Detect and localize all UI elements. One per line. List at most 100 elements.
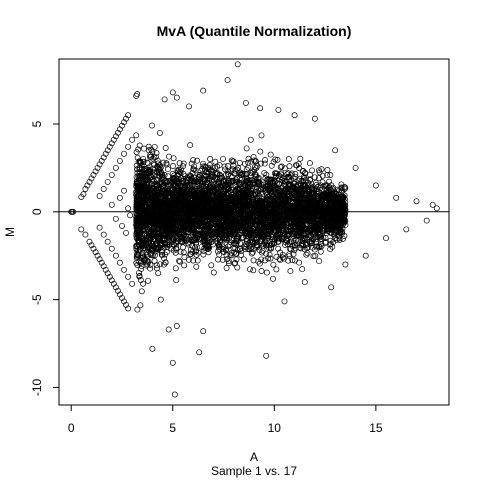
- data-point: [290, 251, 297, 258]
- data-point: [176, 257, 183, 264]
- data-point: [248, 158, 255, 165]
- data-point: [230, 231, 237, 238]
- data-point: [156, 129, 163, 136]
- data-point: [150, 160, 157, 167]
- data-point: [228, 186, 235, 193]
- data-point: [198, 182, 205, 189]
- data-point: [137, 226, 144, 233]
- data-point: [243, 233, 250, 240]
- data-point: [297, 196, 304, 202]
- data-point: [210, 180, 217, 187]
- data-point: [263, 250, 270, 257]
- data-point: [174, 202, 181, 209]
- data-point: [283, 224, 290, 231]
- data-point: [145, 225, 152, 232]
- data-point: [338, 181, 345, 188]
- data-point: [194, 157, 201, 164]
- data-point: [297, 155, 304, 162]
- data-point: [209, 173, 216, 180]
- data-point: [148, 146, 155, 153]
- data-point: [187, 142, 194, 149]
- data-point: [204, 198, 211, 205]
- data-point: [183, 237, 189, 244]
- data-point: [254, 242, 261, 249]
- data-point: [266, 251, 273, 258]
- data-point: [317, 248, 324, 255]
- data-point: [208, 238, 215, 245]
- data-point: [202, 166, 209, 173]
- data-point: [191, 234, 198, 241]
- data-point: [286, 252, 293, 259]
- data-point: [176, 258, 183, 265]
- data-point: [274, 215, 281, 222]
- data-point: [234, 175, 241, 182]
- data-point: [205, 199, 212, 206]
- data-point: [250, 246, 257, 252]
- data-point: [179, 225, 186, 231]
- data-point: [149, 241, 156, 248]
- data-point: [281, 255, 287, 262]
- data-point: [160, 183, 167, 190]
- data-point: [135, 146, 142, 153]
- data-point: [200, 183, 207, 190]
- data-point: [258, 268, 265, 274]
- data-point: [223, 265, 230, 271]
- data-point: [245, 233, 252, 240]
- data-point: [247, 232, 254, 239]
- data-point: [151, 219, 158, 226]
- data-point: [135, 192, 142, 199]
- data-point: [207, 156, 214, 162]
- data-point: [311, 246, 318, 253]
- data-point: [258, 189, 265, 196]
- data-point: [333, 236, 340, 243]
- data-point: [262, 157, 268, 164]
- data-point: [263, 221, 270, 228]
- data-point: [248, 187, 255, 194]
- data-point: [303, 205, 310, 212]
- data-point: [318, 204, 324, 211]
- data-point: [254, 202, 261, 209]
- data-point: [200, 247, 207, 254]
- data-point: [309, 204, 316, 211]
- data-point: [215, 256, 221, 263]
- data-point: [151, 143, 158, 150]
- data-point: [315, 175, 322, 182]
- data-point: [279, 251, 286, 258]
- data-point: [140, 155, 147, 162]
- data-point: [256, 260, 263, 267]
- data-point: [221, 235, 228, 242]
- data-point: [302, 177, 309, 183]
- data-point: [148, 235, 155, 242]
- data-point: [247, 136, 254, 143]
- data-point: [163, 160, 170, 167]
- data-point: [279, 254, 286, 261]
- data-point: [135, 247, 142, 254]
- data-point: [213, 170, 220, 177]
- data-point: [255, 179, 262, 186]
- data-point: [265, 183, 272, 189]
- data-point: [155, 191, 162, 198]
- data-point: [242, 171, 249, 177]
- data-point: [249, 249, 256, 256]
- data-point: [242, 160, 248, 167]
- data-point: [139, 210, 146, 217]
- data-point: [313, 193, 320, 200]
- data-point: [190, 157, 197, 164]
- data-point: [243, 166, 250, 173]
- data-point: [208, 218, 215, 225]
- data-point: [160, 209, 167, 216]
- data-point: [162, 259, 169, 266]
- data-point: [249, 169, 256, 175]
- data-point: [136, 166, 143, 173]
- data-point: [170, 163, 176, 169]
- data-point: [215, 205, 222, 212]
- data-point: [338, 184, 345, 191]
- data-point: [171, 172, 178, 179]
- data-point: [203, 173, 209, 180]
- data-point: [316, 169, 323, 176]
- data-point: [144, 159, 151, 166]
- data-point: [272, 172, 279, 179]
- data-point: [141, 190, 148, 197]
- data-point: [157, 241, 164, 248]
- data-point: [172, 249, 179, 256]
